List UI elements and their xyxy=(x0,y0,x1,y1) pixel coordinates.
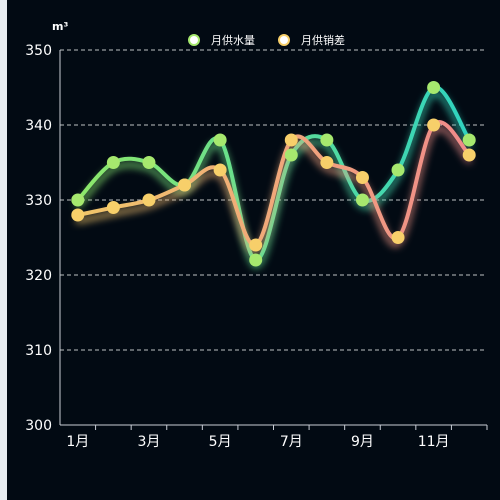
legend[interactable]: 月供水量 月供销差 xyxy=(183,33,345,47)
x-tick-label: 5月 xyxy=(209,434,232,450)
data-point-series-1[interactable] xyxy=(391,231,405,244)
data-point-series-0[interactable] xyxy=(391,163,405,177)
legend-marker xyxy=(188,34,200,46)
data-point-series-0[interactable] xyxy=(284,148,298,162)
data-point-series-0[interactable] xyxy=(320,133,334,147)
legend-label: 月供水量 xyxy=(211,33,255,47)
x-tick-label: 3月 xyxy=(137,434,160,450)
x-tick-label: 9月 xyxy=(351,434,374,450)
y-tick-label: 320 xyxy=(25,268,52,284)
x-tick-label: 7月 xyxy=(280,434,303,450)
y-tick-label: 330 xyxy=(25,193,52,209)
data-point-series-1[interactable] xyxy=(320,156,334,169)
data-point-series-0[interactable] xyxy=(71,193,85,207)
y-tick-label: 300 xyxy=(25,418,52,434)
axes: 300 310 320 330 340 350 1月 3月 5月 7月 9月 11月 xyxy=(25,43,488,450)
data-point-series-1[interactable] xyxy=(213,163,227,177)
x-tick-label: 11月 xyxy=(418,434,450,450)
legend-item-0[interactable]: 月供水量 xyxy=(183,33,255,47)
data-point-series-1[interactable] xyxy=(142,193,156,207)
data-point-series-1[interactable] xyxy=(249,238,263,252)
y-tick-label: 340 xyxy=(25,118,52,134)
legend-item-1[interactable]: 月供销差 xyxy=(273,33,345,47)
data-point-series-1[interactable] xyxy=(284,133,298,147)
y-tick-label: 350 xyxy=(25,43,52,59)
y-axis-unit: m³ xyxy=(52,20,68,33)
data-point-series-1[interactable] xyxy=(355,171,369,184)
series-line-0 xyxy=(75,85,472,262)
chart-panel: m³ 300 310 320 330 340 350 1月 3月 5月 7月 9月 11月 月供水量月… xyxy=(7,0,500,500)
data-point-series-1[interactable] xyxy=(71,208,85,222)
series-lines xyxy=(75,85,472,262)
legend-label: 月供销差 xyxy=(301,33,345,47)
data-point-series-0[interactable] xyxy=(427,81,441,94)
data-point-series-0[interactable] xyxy=(213,133,227,147)
line-chart: m³ 3003103203303403501月 3月 5月 7月 9月 11月 月供水量月… xyxy=(25,20,488,450)
data-point-series-1[interactable] xyxy=(462,148,476,162)
data-point-series-0[interactable] xyxy=(462,133,476,147)
y-tick-label: 310 xyxy=(25,343,52,359)
x-tick-label: 1月 xyxy=(66,434,89,450)
data-point-series-0[interactable] xyxy=(142,156,156,169)
legend-marker xyxy=(278,34,290,46)
data-point-series-0[interactable] xyxy=(249,253,263,267)
data-markers xyxy=(71,81,476,267)
data-point-series-1[interactable] xyxy=(178,178,192,192)
data-point-series-1[interactable] xyxy=(427,118,441,132)
data-point-series-1[interactable] xyxy=(106,201,120,214)
data-point-series-0[interactable] xyxy=(106,156,120,169)
data-point-series-0[interactable] xyxy=(355,193,369,207)
